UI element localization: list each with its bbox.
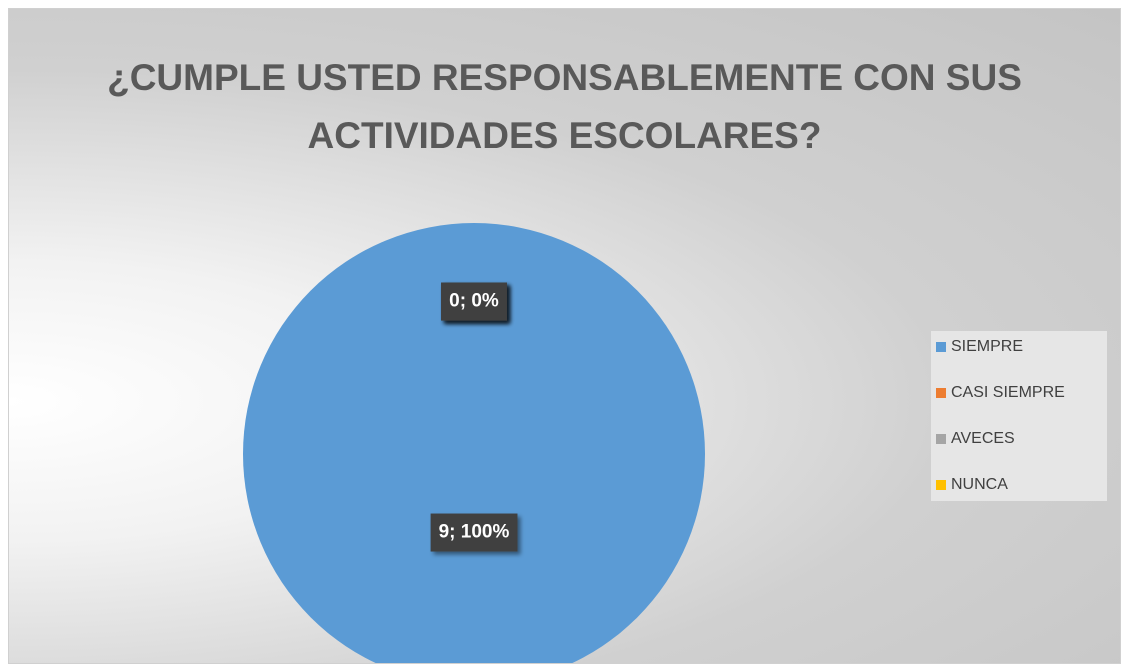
- data-label-text: 0; 0%: [449, 291, 499, 312]
- legend-swatch: [936, 434, 946, 444]
- chart-title: ¿CUMPLE USTED RESPONSABLEMENTE CON SUS A…: [107, 57, 1022, 156]
- legend-swatch: [936, 388, 946, 398]
- data-label: 9; 100%: [430, 513, 518, 552]
- data-label-box: [430, 513, 518, 552]
- data-label: 0; 0%: [441, 282, 507, 321]
- data-label-box: [441, 282, 507, 321]
- data-label-text: 9; 100%: [439, 522, 510, 543]
- legend-swatch: [936, 342, 946, 352]
- legend-label: SIEMPRE: [951, 338, 1023, 355]
- legend-label: CASI SIEMPRE: [951, 384, 1065, 401]
- title-box: ¿CUMPLE USTED RESPONSABLEMENTE CON SUS A…: [9, 49, 1120, 165]
- chart-area: ¿CUMPLE USTED RESPONSABLEMENTE CON SUS A…: [8, 8, 1121, 664]
- legend-box: [931, 331, 1107, 501]
- legend-swatch: [936, 480, 946, 490]
- legend-label: AVECES: [951, 430, 1015, 447]
- pie-slice: [243, 223, 705, 663]
- legend-label: NUNCA: [951, 476, 1008, 493]
